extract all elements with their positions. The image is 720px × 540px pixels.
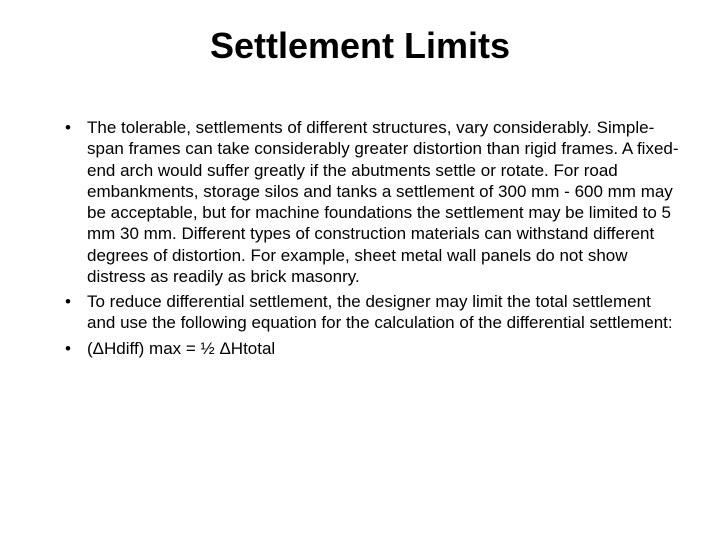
page-title: Settlement Limits (40, 25, 680, 67)
list-item: The tolerable, settlements of different … (65, 117, 680, 287)
list-item: To reduce differential settlement, the d… (65, 291, 680, 334)
bullet-list: The tolerable, settlements of different … (40, 117, 680, 359)
list-item: (ΔHdiff) max = ½ ΔHtotal (65, 338, 680, 359)
